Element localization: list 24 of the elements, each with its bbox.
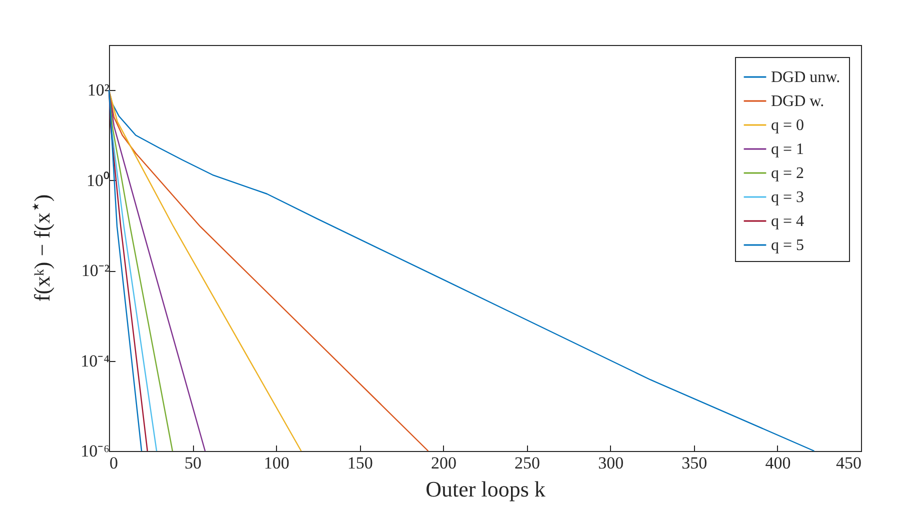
x-tick-label: 250: [514, 454, 540, 472]
x-tick-label: 100: [264, 454, 290, 472]
x-tick-label: 150: [347, 454, 373, 472]
x-tick-label: 300: [598, 454, 624, 472]
x-axis-title: Outer loops k: [426, 476, 546, 502]
x-tick-label: 400: [765, 454, 791, 472]
x-tick-label: 200: [430, 454, 456, 472]
y-tick-label: 10²: [87, 80, 110, 100]
legend-label: q = 2: [771, 165, 804, 182]
legend-label: q = 4: [771, 213, 804, 230]
x-tick-label: 450: [836, 454, 862, 472]
legend-label: q = 3: [771, 189, 804, 206]
legend-label: q = 1: [771, 141, 804, 158]
legend-label: q = 0: [771, 117, 804, 134]
y-tick-label: 10⁰: [86, 170, 110, 190]
y-tick-label: 10⁻⁴: [80, 351, 110, 370]
legend-label: q = 5: [771, 237, 804, 254]
legend-label: DGD unw.: [771, 69, 840, 86]
y-tick-label: 10⁻⁶: [80, 442, 110, 460]
x-tick-label: 50: [184, 454, 202, 472]
x-tick-label: 0: [110, 454, 118, 472]
x-tick-label: 350: [682, 454, 708, 472]
y-tick-label: 10⁻²: [81, 261, 110, 280]
legend-label: DGD w.: [771, 93, 824, 110]
